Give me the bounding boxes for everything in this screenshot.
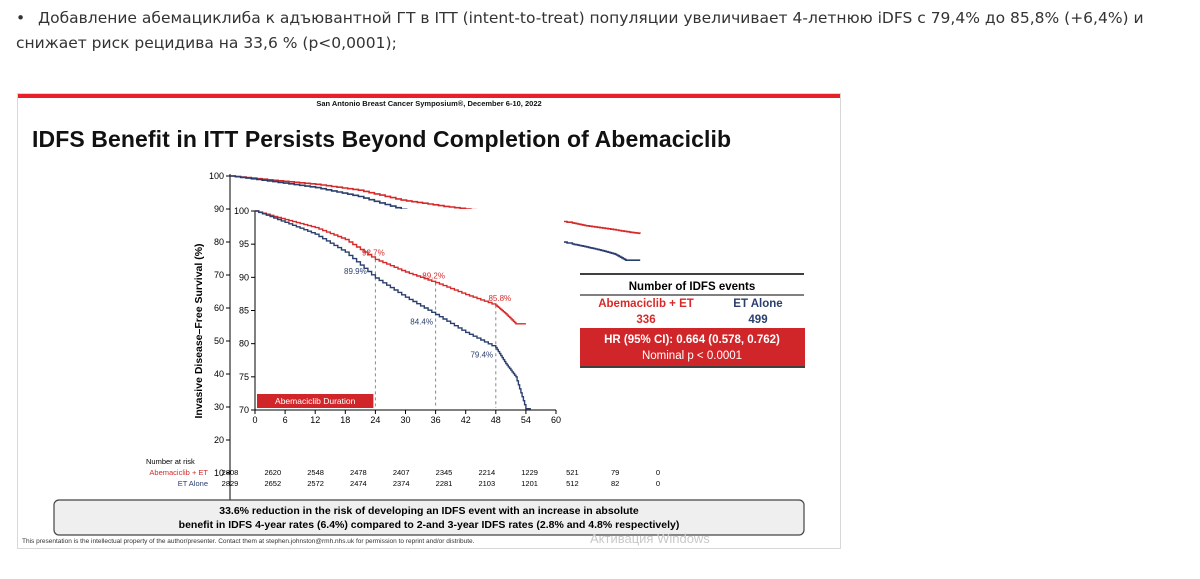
at-risk-cell: 2214 (478, 468, 495, 477)
inset-x-tick-label: 48 (491, 415, 501, 425)
annotation-abema-month-24: 92.7% (362, 248, 385, 257)
main-y-tick-label: 70 (214, 270, 224, 280)
at-risk-cell: 521 (566, 468, 579, 477)
at-risk-cell: 1229 (521, 468, 538, 477)
main-y-tick-label: 40 (214, 369, 224, 379)
at-risk-cell: 2829 (222, 479, 239, 488)
inset-y-tick-label: 100 (234, 206, 249, 216)
at-risk-cell: 2281 (436, 479, 453, 488)
main-y-tick-label: 30 (214, 402, 224, 412)
slide-title: IDFS Benefit in ITT Persists Beyond Comp… (32, 126, 732, 152)
abemaciclib-duration-label: Abemaciclib Duration (275, 396, 356, 406)
at-risk-cell: 2374 (393, 479, 410, 488)
events-et-label: ET Alone (733, 298, 782, 310)
at-risk-cell: 2652 (264, 479, 281, 488)
main-y-tick-label: 80 (214, 237, 224, 247)
at-risk-cell: 2407 (393, 468, 410, 477)
inset-y-tick-label: 75 (239, 372, 249, 382)
at-risk-cell: 2548 (307, 468, 324, 477)
inset-y-tick-label: 80 (239, 339, 249, 349)
at-risk-table: Number at risk Abemaciclib + ET 2808 2620 25… (146, 457, 660, 488)
at-risk-cell: 512 (566, 479, 579, 488)
main-y-tick-label: 100 (209, 171, 224, 181)
km-chart: 0 10 20 30 40 50 60 70 80 90 100 0 6 12 18 24 30 36 42 48 54… (53, 171, 805, 536)
inset-x-tick-label: 36 (431, 415, 441, 425)
at-risk-title: Number at risk (146, 457, 195, 466)
inset-y-tick-label: 90 (239, 272, 249, 282)
inset-axes: 70 75 80 85 90 95 100 0 6 12 18 24 30 36 42 48 54 60 Abema… (234, 206, 564, 425)
inset-background (255, 209, 564, 410)
events-abema-label: Abemaciclib + ET (598, 298, 694, 310)
at-risk-cell: 2808 (222, 468, 239, 477)
slide-footer: This presentation is the intellectual pr… (22, 538, 475, 545)
at-risk-cell: 2474 (350, 479, 367, 488)
at-risk-row-label: ET Alone (178, 479, 208, 488)
annotation-et-month-36: 84.4% (410, 317, 433, 326)
summary-line-1: 33.6% reduction in the risk of developin… (219, 505, 639, 517)
at-risk-cell: 79 (611, 468, 619, 477)
main-y-tick-label: 90 (214, 204, 224, 214)
bullet-symbol: • (16, 9, 26, 27)
annotation-et-month-48: 79.4% (470, 351, 493, 360)
inset-x-tick-label: 42 (461, 415, 471, 425)
hr-text: HR (95% CI): 0.664 (0.578, 0.762) (604, 334, 780, 346)
events-header: Number of IDFS events (629, 281, 756, 293)
bullet-text: Добавление абемациклиба к адъювантной ГТ… (16, 9, 1144, 52)
inset-x-tick-label: 6 (283, 415, 288, 425)
summary-box: 33.6% reduction in the risk of developin… (53, 499, 805, 536)
annotation-abema-month-36: 89.2% (422, 272, 445, 281)
inset-x-tick-label: 24 (370, 415, 380, 425)
at-risk-cell: 0 (656, 479, 660, 488)
inset-x-tick-label: 12 (310, 415, 320, 425)
p-value-text: Nominal p < 0.0001 (642, 350, 742, 362)
inset-x-tick-label: 54 (521, 415, 531, 425)
at-risk-cell: 1201 (521, 479, 538, 488)
bullet-point: • Добавление абемациклиба к адъювантной Г… (16, 6, 1186, 56)
at-risk-cell: 2103 (478, 479, 495, 488)
at-risk-cell: 2620 (264, 468, 281, 477)
windows-watermark: Активация Windows (590, 531, 710, 546)
events-et-count: 499 (748, 314, 767, 326)
inset-x-tick-label: 18 (340, 415, 350, 425)
inset-x-tick-label: 60 (551, 415, 561, 425)
events-box: Number of IDFS events Abemaciclib + ET 336… (580, 273, 805, 368)
slide-top-bar (18, 94, 840, 98)
annotation-et-month-24: 89.9% (344, 267, 367, 276)
inset-series-et-alone (255, 210, 531, 410)
main-y-tick-label: 20 (214, 435, 224, 445)
inset-y-tick-label: 95 (239, 239, 249, 249)
inset-series-abemaciclib-et (255, 210, 526, 325)
at-risk-row-label: Abemaciclib + ET (149, 468, 208, 477)
events-abema-count: 336 (636, 314, 655, 326)
at-risk-cell: 82 (611, 479, 619, 488)
at-risk-cell: 2572 (307, 479, 324, 488)
abemaciclib-duration-bar (257, 394, 374, 408)
main-y-tick-label: 60 (214, 303, 224, 313)
inset-y-tick-label: 70 (239, 405, 249, 415)
annotation-abema-month-48: 85.8% (488, 294, 511, 303)
at-risk-cell: 2478 (350, 468, 367, 477)
inset-y-tick-label: 85 (239, 306, 249, 316)
main-y-tick-label: 10 (214, 468, 224, 478)
slide: San Antonio Breast Cancer Symposium®, De… (17, 93, 841, 549)
y-axis-title: Invasive Disease–Free Survival (%) (193, 243, 205, 418)
conference-label: San Antonio Breast Cancer Symposium®, De… (316, 99, 542, 108)
hr-box (580, 328, 805, 366)
summary-line-2: benefit in IDFS 4-year rates (6.4%) comp… (179, 519, 680, 531)
at-risk-cell: 0 (656, 468, 660, 477)
inset-x-tick-label: 30 (400, 415, 410, 425)
inset-x-tick-label: 0 (252, 415, 257, 425)
summary-box-frame (53, 499, 805, 536)
at-risk-cell: 2345 (436, 468, 453, 477)
main-y-tick-label: 50 (214, 336, 224, 346)
